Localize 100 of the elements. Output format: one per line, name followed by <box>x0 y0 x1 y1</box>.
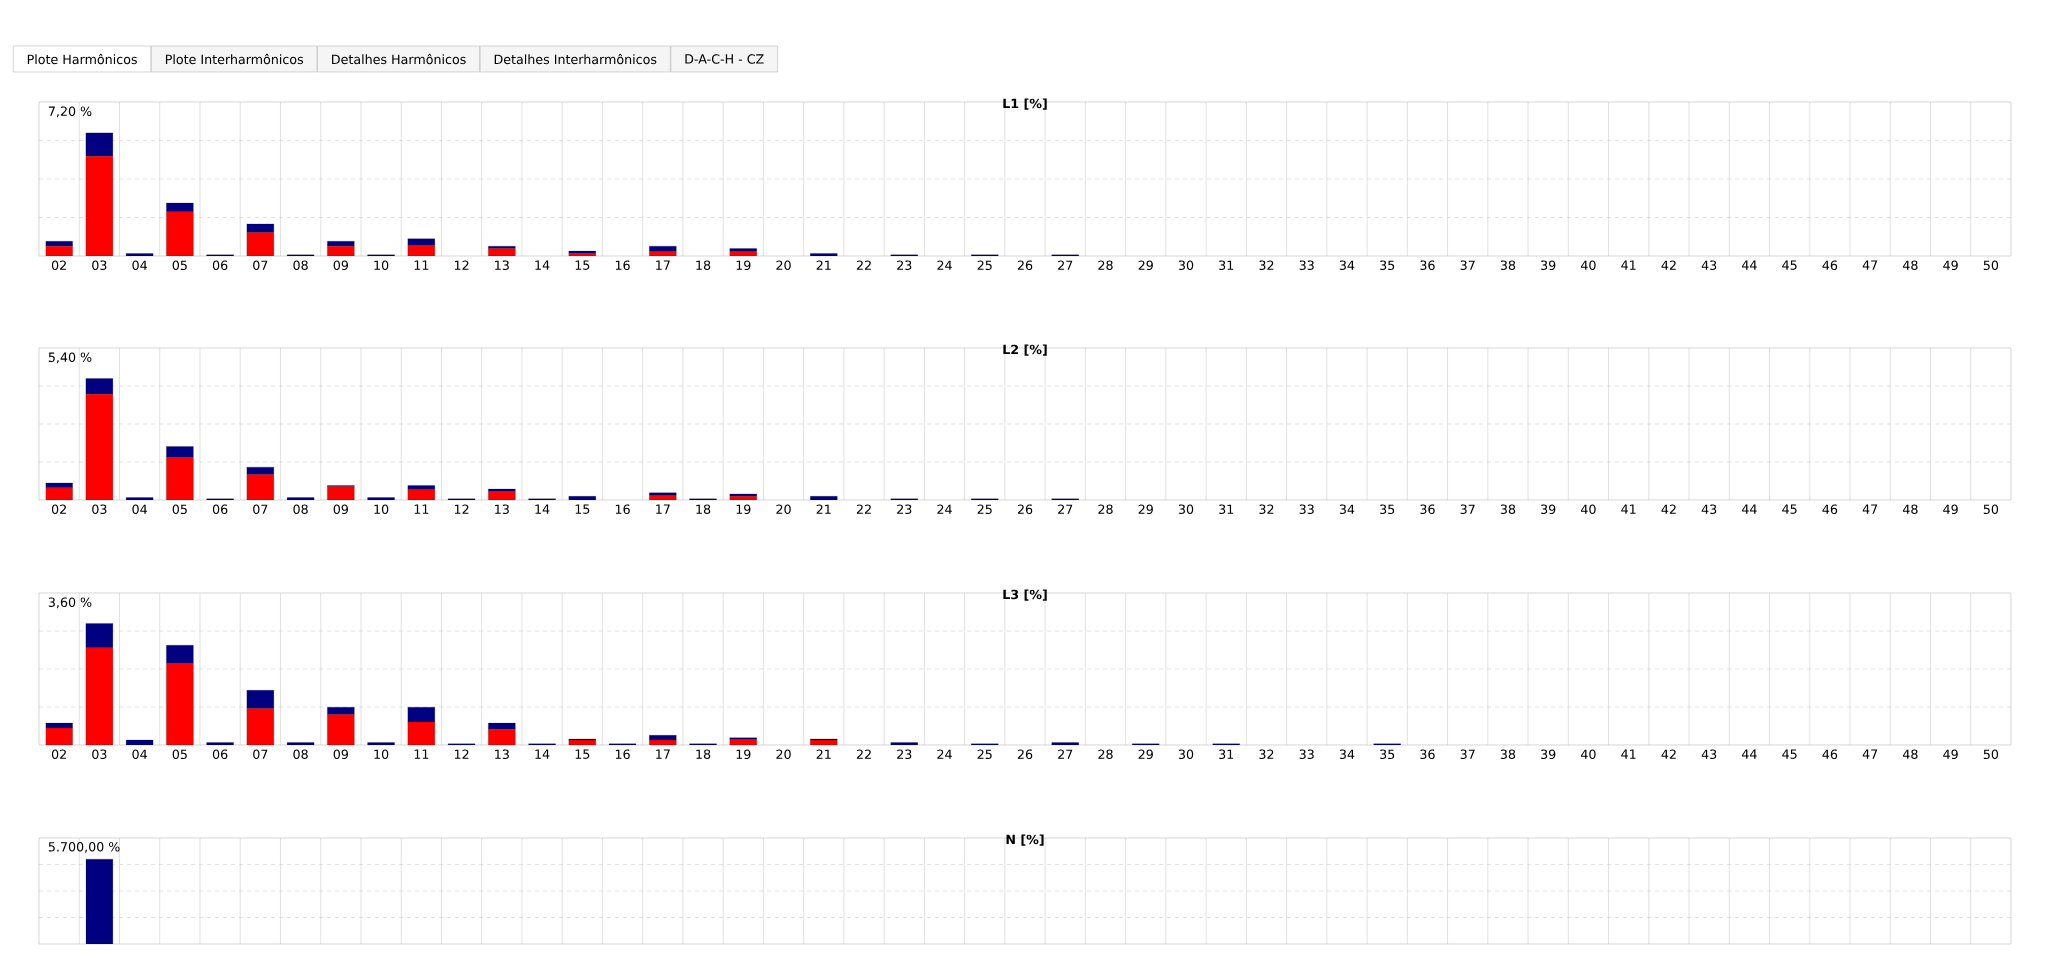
text: Detalhes Harmônicos <box>332 53 466 65</box>
x-tick-label: 43 <box>1701 749 1717 760</box>
x-tick-label: 29 <box>1138 749 1153 760</box>
x-tick-label: 12 <box>454 749 469 759</box>
x-tick-label: 49 <box>1943 504 1958 515</box>
x-tick-label: 28 <box>1098 504 1113 515</box>
x-tick-label: 27 <box>1058 504 1073 514</box>
x-tick-label: 38 <box>1500 749 1516 760</box>
x-tick-label: 41 <box>1621 749 1636 759</box>
x-tick-label: 13 <box>495 504 509 515</box>
x-tick-label: 44 <box>1741 749 1757 759</box>
x-tick-label: 25 <box>977 749 992 760</box>
x-tick-label: 49 <box>1943 260 1958 271</box>
x-tick-label: 30 <box>1178 260 1194 271</box>
x-tick-label: 19 <box>736 749 751 760</box>
x-tick-label: 50 <box>1983 749 1999 760</box>
text: Plote Harmônicos <box>27 53 137 65</box>
x-tick-label: 25 <box>977 260 992 271</box>
x-tick-label: 42 <box>1661 749 1676 759</box>
x-tick-label: 42 <box>1661 260 1676 270</box>
x-tick-label: 32 <box>1259 504 1274 515</box>
text: Detalhes Interharmônicos <box>494 53 657 65</box>
text: 3,60 % <box>48 597 92 609</box>
chart-title: L3 [%] <box>1003 589 1047 601</box>
x-tick-label: 47 <box>1862 504 1878 514</box>
x-tick-label: 21 <box>816 749 831 759</box>
x-tick-label: 23 <box>897 504 912 515</box>
x-tick-label: 48 <box>1902 504 1918 515</box>
x-tick-label: 31 <box>1219 504 1234 515</box>
x-tick-label: 32 <box>1259 260 1274 271</box>
x-tick-label: 34 <box>1339 749 1355 760</box>
x-tick-label: 48 <box>1902 749 1918 760</box>
x-tick-label: 46 <box>1822 504 1838 515</box>
x-tick-label: 14 <box>535 749 550 759</box>
x-tick-label: 41 <box>1621 504 1636 514</box>
x-tick-label: 14 <box>535 260 550 270</box>
x-tick-label: 08 <box>293 749 308 760</box>
x-tick-label: 39 <box>1541 504 1556 515</box>
x-tick-label: 24 <box>937 504 952 514</box>
x-tick-label: 05 <box>172 260 187 271</box>
x-tick-label: 49 <box>1943 749 1958 760</box>
x-tick-label: 47 <box>1862 260 1878 270</box>
x-tick-label: 43 <box>1701 504 1717 515</box>
x-tick-label: 15 <box>575 260 590 270</box>
x-tick-label: 45 <box>1782 749 1797 759</box>
x-tick-label: 47 <box>1862 749 1878 759</box>
x-tick-label: 36 <box>1420 504 1435 515</box>
x-tick-label: 38 <box>1500 260 1516 271</box>
x-tick-label: 22 <box>856 260 871 270</box>
chart-title: N [%] <box>1006 834 1044 846</box>
x-tick-label: 39 <box>1541 260 1556 271</box>
x-tick-label: 11 <box>414 749 429 759</box>
x-tick-label: 03 <box>92 504 107 515</box>
x-tick-label: 08 <box>293 504 308 515</box>
x-tick-label: 24 <box>937 749 952 759</box>
x-tick-label: 02 <box>51 749 66 760</box>
x-tick-label: 06 <box>212 504 228 515</box>
x-tick-label: 13 <box>495 749 509 760</box>
x-tick-label: 36 <box>1420 260 1435 271</box>
x-tick-label: 41 <box>1621 260 1636 270</box>
x-tick-label: 45 <box>1782 504 1797 514</box>
x-tick-label: 10 <box>374 749 389 760</box>
x-tick-label: 18 <box>696 260 711 271</box>
x-tick-label: 22 <box>856 749 871 759</box>
x-tick-label: 04 <box>132 749 147 760</box>
text: Plote Interharmônicos <box>165 53 304 65</box>
x-tick-label: 19 <box>736 260 751 271</box>
x-tick-label: 18 <box>696 504 711 515</box>
x-tick-label: 29 <box>1138 260 1153 271</box>
x-tick-label: 38 <box>1500 504 1516 515</box>
x-tick-label: 37 <box>1460 504 1475 515</box>
x-tick-label: 40 <box>1580 749 1596 760</box>
x-tick-label: 21 <box>816 260 831 270</box>
x-tick-label: 09 <box>333 260 349 271</box>
x-tick-label: 15 <box>575 749 590 759</box>
x-tick-label: 39 <box>1541 749 1556 760</box>
x-tick-label: 10 <box>374 260 389 271</box>
x-tick-label: 13 <box>495 260 509 271</box>
x-tick-label: 43 <box>1701 260 1717 271</box>
x-tick-label: 26 <box>1017 504 1033 515</box>
x-tick-label: 35 <box>1380 749 1395 760</box>
x-tick-label: 37 <box>1460 260 1475 271</box>
x-tick-label: 26 <box>1017 260 1033 271</box>
x-tick-label: 05 <box>172 749 187 760</box>
x-tick-label: 34 <box>1339 260 1355 271</box>
x-tick-label: 48 <box>1902 260 1918 271</box>
x-tick-label: 40 <box>1580 260 1596 271</box>
chart-title: L2 [%] <box>1003 344 1047 356</box>
x-tick-label: 36 <box>1420 749 1435 760</box>
x-tick-label: 19 <box>736 504 751 515</box>
x-tick-label: 21 <box>816 504 831 514</box>
x-tick-label: 40 <box>1580 504 1596 515</box>
x-tick-label: 30 <box>1178 749 1194 760</box>
x-tick-label: 42 <box>1661 504 1676 514</box>
x-tick-label: 16 <box>615 749 630 760</box>
x-tick-label: 08 <box>293 260 308 271</box>
x-tick-label: 09 <box>333 749 349 760</box>
x-tick-label: 18 <box>696 749 711 760</box>
x-tick-label: 11 <box>414 504 429 514</box>
x-tick-label: 10 <box>374 504 389 515</box>
